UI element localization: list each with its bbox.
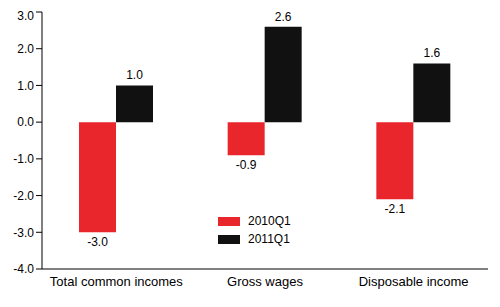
svg-text:0.0: 0.0 xyxy=(17,115,34,129)
svg-text:-1.0: -1.0 xyxy=(13,152,34,166)
svg-text:Gross wages: Gross wages xyxy=(227,274,303,289)
html-text:2011Q1: 2011Q1 xyxy=(248,232,290,246)
svg-text:1.0: 1.0 xyxy=(126,68,143,82)
svg-text:1.6: 1.6 xyxy=(423,46,440,60)
html-text:2010Q1: 2010Q1 xyxy=(248,214,291,228)
svg-text:2.6: 2.6 xyxy=(275,10,292,24)
svg-text:1.0: 1.0 xyxy=(17,79,34,93)
svg-text:-0.9: -0.9 xyxy=(236,158,257,172)
svg-text:3.0: 3.0 xyxy=(17,9,34,23)
svg-text:Disposable income: Disposable income xyxy=(359,274,469,289)
svg-text:-2.0: -2.0 xyxy=(13,189,34,203)
svg-text:-3.0: -3.0 xyxy=(13,226,34,240)
svg-text:2.0: 2.0 xyxy=(17,42,34,56)
svg-text:-4.0: -4.0 xyxy=(13,262,34,276)
svg-text:-2.1: -2.1 xyxy=(384,202,405,216)
svg-text:Total common incomes: Total common incomes xyxy=(50,274,183,289)
svg-text:-3.0: -3.0 xyxy=(87,235,108,249)
